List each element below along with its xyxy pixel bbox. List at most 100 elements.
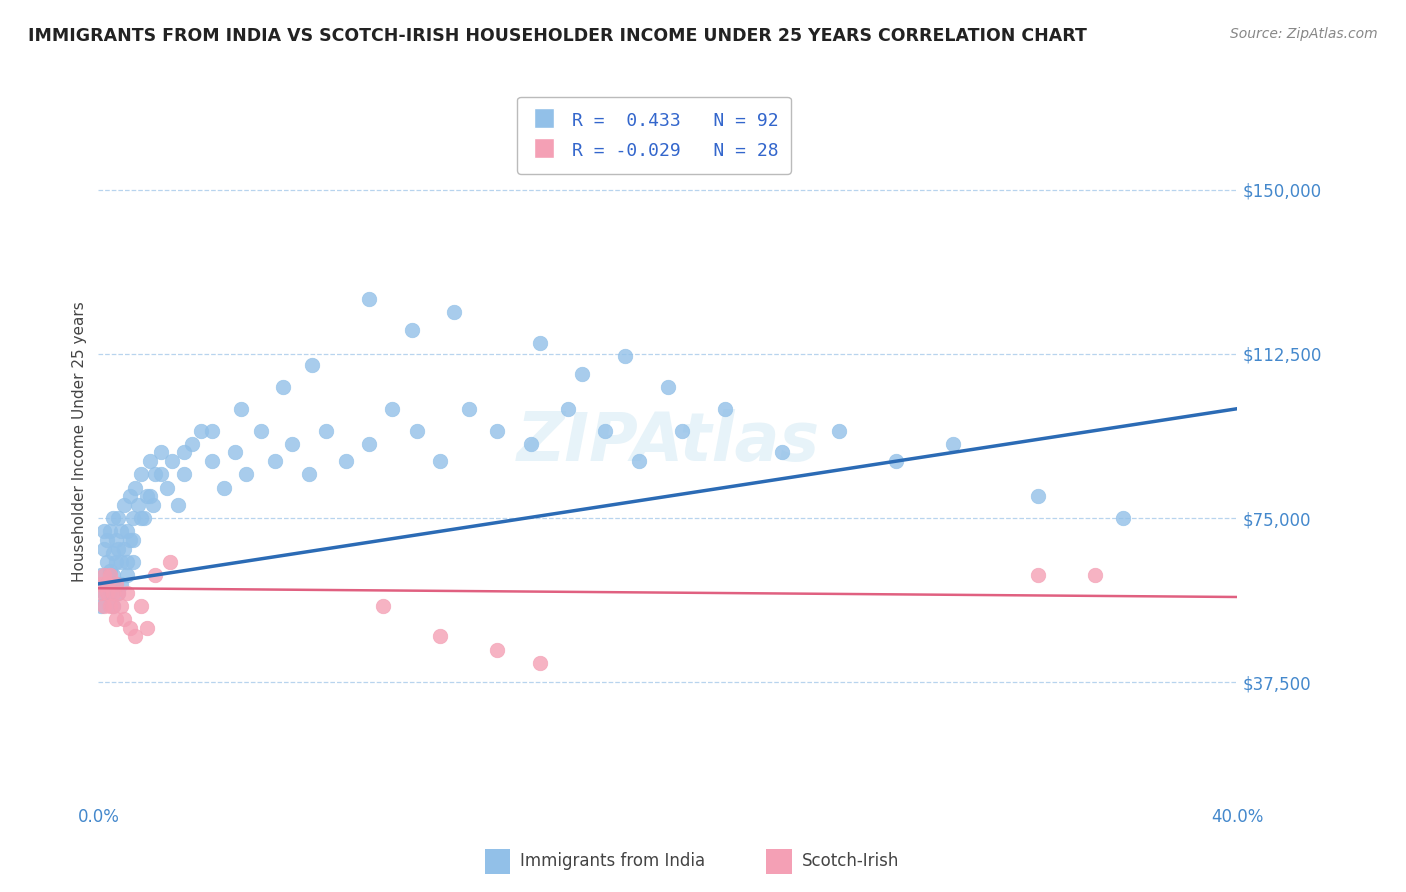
Point [593,424,616,438]
Point [101,511,124,525]
Point [942,436,965,450]
Y-axis label: Householder Income Under 25 years: Householder Income Under 25 years [72,301,87,582]
Point [127,498,149,512]
Point [112,541,135,556]
Point [96,577,118,591]
Point [118,621,141,635]
Point [104,533,127,547]
Point [110,524,132,539]
Point [529,336,551,351]
Point [486,642,509,657]
Point [98,524,121,539]
Text: Immigrants from India: Immigrants from India [520,852,706,870]
Point [129,511,152,525]
Point [150,467,173,482]
Point [145,467,167,482]
Point [115,568,138,582]
Legend: R =  0.433   N = 92, R = -0.029   N = 28: R = 0.433 N = 92, R = -0.029 N = 28 [517,96,790,174]
Point [614,349,637,363]
Point [443,305,465,319]
Point [110,555,132,569]
Point [159,555,181,569]
Point [101,599,124,613]
Point [357,292,380,306]
Text: Scotch-Irish: Scotch-Irish [801,852,898,870]
Point [112,498,135,512]
Point [115,524,138,539]
Point [201,424,224,438]
Point [224,445,246,459]
Point [373,599,395,613]
Point [249,424,271,438]
Point [1112,511,1135,525]
Point [90,599,112,613]
Point [557,401,579,416]
Point [190,424,212,438]
Point [141,498,163,512]
Point [628,454,651,468]
Point [264,454,287,468]
Point [98,568,121,582]
Point [520,436,543,450]
Point [93,568,115,582]
Point [101,546,124,560]
Point [1026,489,1049,503]
Point [107,585,129,599]
Point [115,555,138,569]
Point [335,454,357,468]
Point [132,511,155,525]
Point [357,436,380,450]
Point [138,489,160,503]
Point [96,555,118,569]
Point [429,454,451,468]
Point [457,401,479,416]
Point [486,424,509,438]
Point [298,467,321,482]
Point [96,577,118,591]
Point [107,541,129,556]
Point [104,577,127,591]
Point [112,612,135,626]
Point [101,599,124,613]
Point [1084,568,1107,582]
Point [104,612,127,626]
Point [235,467,257,482]
Point [150,445,173,459]
Point [129,599,152,613]
Point [107,511,129,525]
Point [571,367,593,381]
Point [229,401,252,416]
Text: ZIPAtlas: ZIPAtlas [516,409,820,475]
Point [129,467,152,482]
Point [671,424,693,438]
Point [93,599,115,613]
Point [315,424,337,438]
Text: Source: ZipAtlas.com: Source: ZipAtlas.com [1230,27,1378,41]
Point [101,568,124,582]
Point [884,454,907,468]
Point [167,498,190,512]
Point [110,599,132,613]
Point [162,454,184,468]
Point [173,445,195,459]
Point [104,555,127,569]
Point [98,585,121,599]
Point [201,454,224,468]
Point [90,568,112,582]
Point [406,424,429,438]
Point [135,489,157,503]
Point [381,401,404,416]
Point [828,424,851,438]
Point [173,467,195,482]
Point [115,585,138,599]
Point [135,621,157,635]
Point [101,585,124,599]
Point [156,481,179,495]
Point [1026,568,1049,582]
Point [281,436,304,450]
Point [118,533,141,547]
Point [104,577,127,591]
Point [401,323,423,337]
Point [273,380,295,394]
Point [124,629,146,643]
